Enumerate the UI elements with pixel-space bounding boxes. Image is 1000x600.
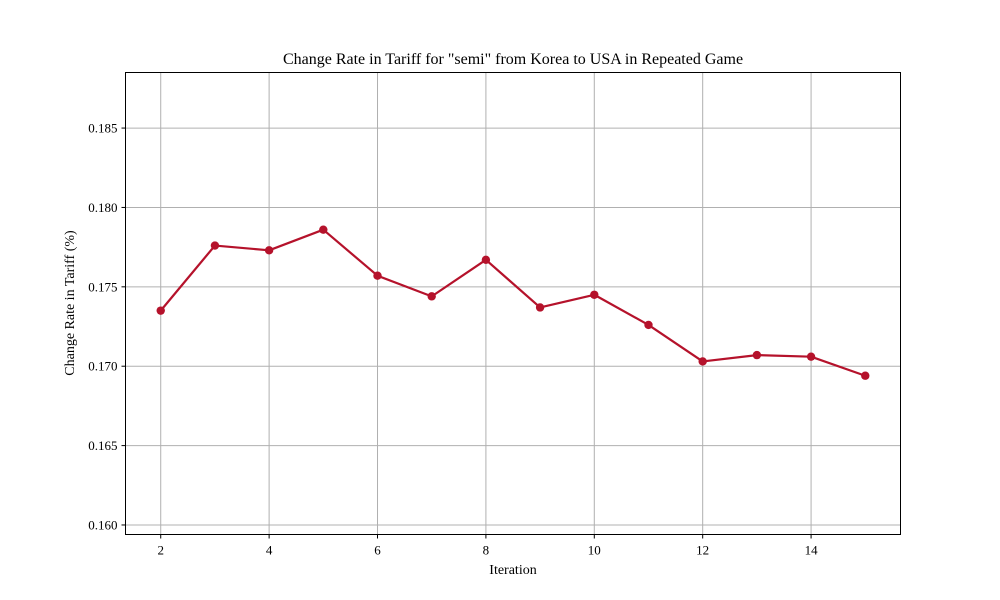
x-axis: 2 4 6 8 10 12 14	[157, 534, 819, 558]
x-tick-label: 14	[805, 543, 819, 558]
data-point	[427, 292, 436, 301]
data-point	[590, 290, 599, 299]
y-tick-label: 0.185	[88, 121, 117, 136]
data-point	[806, 352, 816, 361]
y-tick-label: 0.170	[88, 359, 117, 374]
x-tick-label: 2	[157, 543, 164, 558]
data-point	[535, 303, 545, 312]
x-tick-label: 10	[588, 543, 601, 558]
x-tick-label: 4	[266, 543, 273, 558]
data-point	[752, 350, 762, 360]
data-point	[156, 306, 165, 315]
data-point	[264, 246, 274, 255]
y-tick-label: 0.175	[88, 279, 117, 294]
x-tick-label: 6	[374, 543, 381, 558]
x-tick-label: 8	[483, 543, 490, 558]
data-point	[644, 320, 653, 330]
data-point	[861, 371, 870, 380]
grid	[125, 72, 901, 535]
y-axis: 0.160 0.165 0.170 0.175 0.180 0.185	[88, 121, 126, 532]
series-layer	[156, 225, 870, 380]
chart-title: Change Rate in Tariff for "semi" from Ko…	[283, 51, 743, 68]
data-point	[319, 225, 328, 234]
y-axis-label: Change Rate in Tariff (%)	[63, 230, 78, 376]
y-tick-label: 0.165	[88, 438, 117, 453]
x-tick-label: 12	[696, 543, 709, 558]
data-point	[373, 271, 382, 280]
plot-frame	[125, 72, 901, 535]
y-tick-label: 0.160	[88, 517, 117, 532]
data-point	[698, 357, 707, 366]
data-point	[210, 241, 220, 250]
x-axis-label: Iteration	[489, 563, 536, 578]
series-line	[159, 228, 866, 377]
data-point	[481, 255, 491, 265]
y-tick-label: 0.180	[88, 200, 117, 215]
